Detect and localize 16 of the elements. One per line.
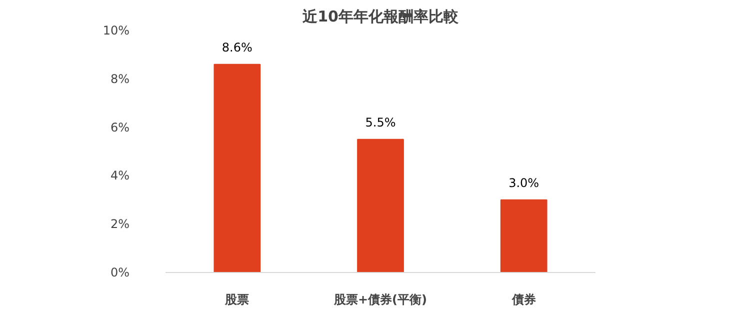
y-tick-label: 6% — [110, 120, 130, 134]
chart-title: 近10年年化報酬率比較 — [302, 8, 460, 26]
bar — [500, 199, 548, 272]
bar — [357, 138, 404, 272]
x-tick-label: 債券 — [510, 292, 537, 306]
y-tick-label: 2% — [110, 217, 130, 232]
data-label: 3.0% — [508, 176, 540, 190]
y-tick-label: 0% — [110, 266, 130, 280]
x-tick-label: 股票 — [224, 292, 250, 306]
x-tick-label: 股票+債券(平衡) — [332, 292, 428, 306]
y-tick-label: 8% — [110, 72, 130, 86]
bar — [214, 64, 261, 272]
y-tick-label: 4% — [110, 168, 130, 183]
y-tick-label: 10% — [102, 24, 130, 38]
data-label: 5.5% — [365, 115, 396, 130]
data-label: 8.6% — [222, 40, 252, 54]
